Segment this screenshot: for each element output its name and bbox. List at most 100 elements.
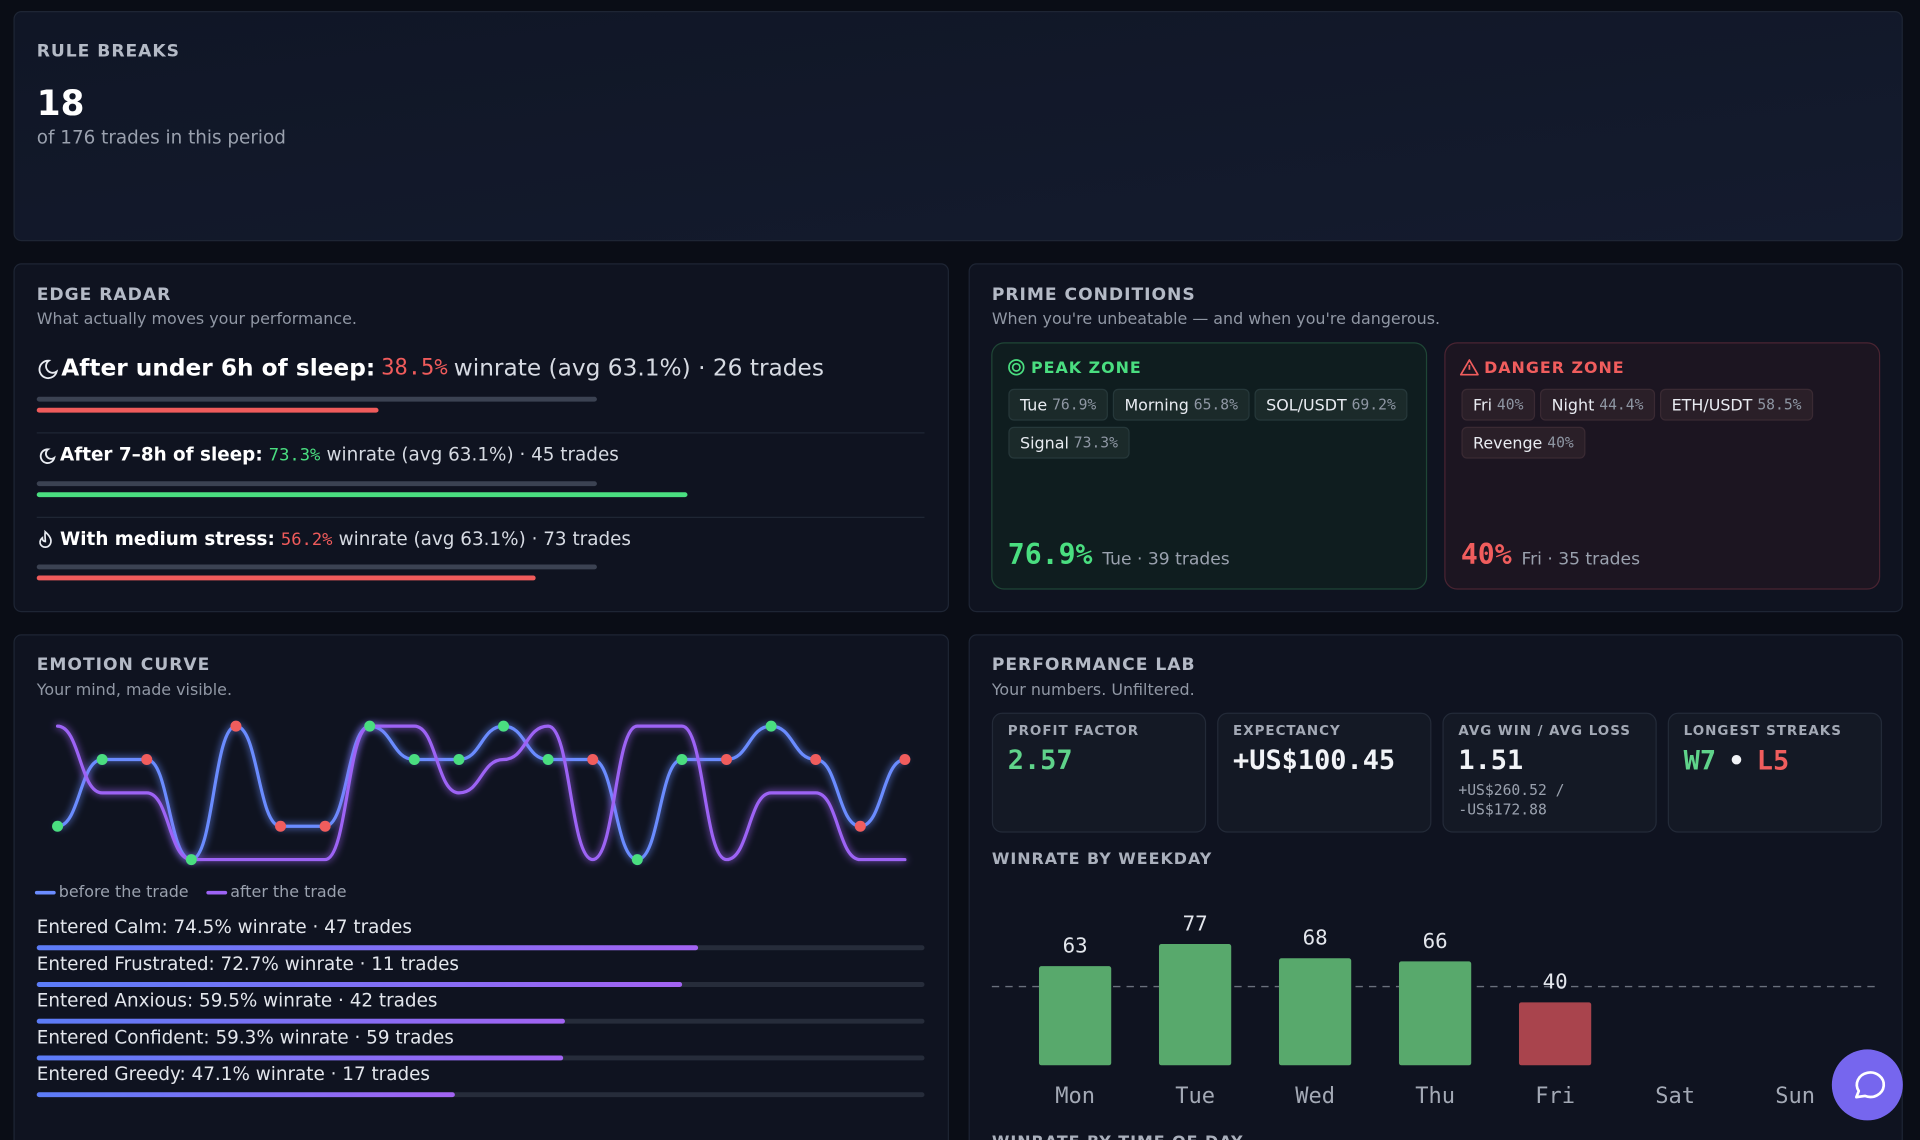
x-tick-label: Mon <box>1055 1084 1095 1109</box>
text-line: Signal 73.3% <box>1020 433 1118 452</box>
text-line: W7 • L5 <box>1684 745 1790 776</box>
zone-headline: 76.9% <box>1008 538 1093 571</box>
tag-bg <box>1659 388 1814 421</box>
emotion-point <box>453 753 465 765</box>
zone-title: DANGER ZONE <box>1484 358 1625 377</box>
text-line: After 7–8h of sleep: 73.3% winrate (avg 63… <box>60 445 619 466</box>
breakdown-label: Entered Anxious: 59.5% winrate · 42 trad… <box>37 991 438 1012</box>
tag-name: ETH/USDT <box>1672 395 1753 414</box>
rule-breaks-panel <box>13 11 1903 242</box>
tag-value: 65.8% <box>1194 396 1238 413</box>
tag-name: Signal <box>1020 433 1069 452</box>
tag-bg <box>1461 426 1586 459</box>
tag-bg <box>1008 426 1130 459</box>
edge-label: After under 6h of sleep: <box>61 354 375 381</box>
avg-bar <box>36 396 597 402</box>
tag-value: 40% <box>1547 434 1574 451</box>
avg-bar <box>36 481 597 487</box>
breakdown-bar <box>36 982 683 987</box>
emotion-curve-subtitle: Your mind, made visible. <box>36 680 232 699</box>
weekday-bar <box>1518 1002 1592 1066</box>
bar-value-label: 66 <box>1423 929 1448 953</box>
tag-value: 58.5% <box>1757 396 1801 413</box>
tag-value: 76.9% <box>1052 396 1096 413</box>
emotion-point <box>275 820 287 832</box>
bar-value-label: 63 <box>1063 934 1088 958</box>
breakdown-label: Entered Confident: 59.3% winrate · 59 tr… <box>37 1027 454 1048</box>
tag: Fri 40% <box>1461 388 1536 421</box>
tag: SOL/USDT 69.2% <box>1254 388 1408 421</box>
emotion-point <box>720 753 733 765</box>
chat-button[interactable] <box>1831 1049 1903 1121</box>
rule-breaks-value: 18 <box>37 84 85 124</box>
tag-bg <box>1539 388 1656 421</box>
edge-detail: winrate (avg 63.1%) · 45 trades <box>326 445 618 466</box>
performance-lab-title: PERFORMANCE LAB <box>992 655 1196 675</box>
bar-value-label: 68 <box>1303 926 1328 950</box>
prime-conditions-title: PRIME CONDITIONS <box>992 285 1196 305</box>
emotion-point <box>631 854 643 866</box>
emotion-curve-panel <box>13 634 949 1140</box>
tag-value: 40% <box>1497 396 1524 413</box>
bar-value-label: 77 <box>1183 911 1208 935</box>
emotion-point <box>810 753 822 765</box>
breakdown-bar <box>36 1018 565 1024</box>
x-tick-label: Thu <box>1415 1084 1455 1109</box>
tag: Night 44.4% <box>1539 388 1656 421</box>
tag-name: Fri <box>1473 395 1492 414</box>
stat-label: LONGEST STREAKS <box>1684 724 1842 739</box>
emotion-point <box>854 820 866 832</box>
text-line: Night 44.4% <box>1552 395 1644 414</box>
target-icon <box>1008 359 1025 376</box>
text-line: ETH/USDT 58.5% <box>1672 395 1802 414</box>
stat-detail: -US$172.88 <box>1458 802 1546 819</box>
emotion-point <box>185 854 197 866</box>
emotion-point <box>899 753 911 765</box>
breakdown-bar <box>36 945 699 951</box>
breakdown-label: Entered Frustrated: 72.7% winrate · 11 t… <box>37 954 459 975</box>
rule-breaks-label: RULE BREAKS <box>37 41 180 61</box>
stat-value: +US$100.45 <box>1233 745 1395 776</box>
chat-button-bg[interactable] <box>1831 1049 1903 1121</box>
winrate-bar <box>36 492 688 498</box>
x-tick-label: Fri <box>1535 1084 1575 1109</box>
tag: ETH/USDT 58.5% <box>1659 388 1814 421</box>
edge-detail: winrate (avg 63.1%) · 26 trades <box>454 354 824 381</box>
stat-detail: +US$260.52 / <box>1458 782 1564 799</box>
tag-name: Revenge <box>1473 433 1542 452</box>
stat-value: 2.57 <box>1008 745 1073 776</box>
weekday-chart-title: WINRATE BY WEEKDAY <box>992 849 1212 868</box>
moon-icon <box>38 359 59 380</box>
edge-label: After 7–8h of sleep: <box>60 445 263 466</box>
emotion-point <box>408 753 420 765</box>
text-line: Revenge 40% <box>1473 433 1574 452</box>
breakdown-label: Entered Calm: 74.5% winrate · 47 trades <box>37 917 412 938</box>
x-tick-label: Tue <box>1175 1084 1215 1109</box>
text-line: After under 6h of sleep: 38.5% winrate (av… <box>61 354 824 381</box>
avg-bar <box>36 564 597 570</box>
zone-headline: 40% <box>1461 538 1512 571</box>
breakdown-bar <box>36 1092 455 1098</box>
target-icon <box>1011 362 1021 372</box>
flame-icon <box>39 530 52 548</box>
performance-lab-subtitle: Your numbers. Unfiltered. <box>991 680 1195 699</box>
stat-label: AVG WIN / AVG LOSS <box>1458 724 1631 739</box>
emotion-curve-title: EMOTION CURVE <box>37 655 211 675</box>
edge-radar-subtitle: What actually moves your performance. <box>37 309 357 328</box>
edge-radar-panel <box>13 263 949 613</box>
tag-value: 69.2% <box>1352 396 1396 413</box>
moon-icon <box>39 448 56 464</box>
stat-label: PROFIT FACTOR <box>1008 724 1139 739</box>
streak-loss: L5 <box>1757 745 1789 776</box>
streak-sep: • <box>1728 745 1744 776</box>
tag: Tue 76.9% <box>1008 388 1108 421</box>
edge-winrate: 73.3% <box>269 446 321 466</box>
chat-icon[interactable] <box>1854 1071 1886 1099</box>
winrate-bar <box>36 407 379 413</box>
tag-bg <box>1254 388 1408 421</box>
tag-name: Morning <box>1124 395 1188 414</box>
stat-card <box>1667 712 1883 833</box>
emotion-point <box>52 820 64 832</box>
